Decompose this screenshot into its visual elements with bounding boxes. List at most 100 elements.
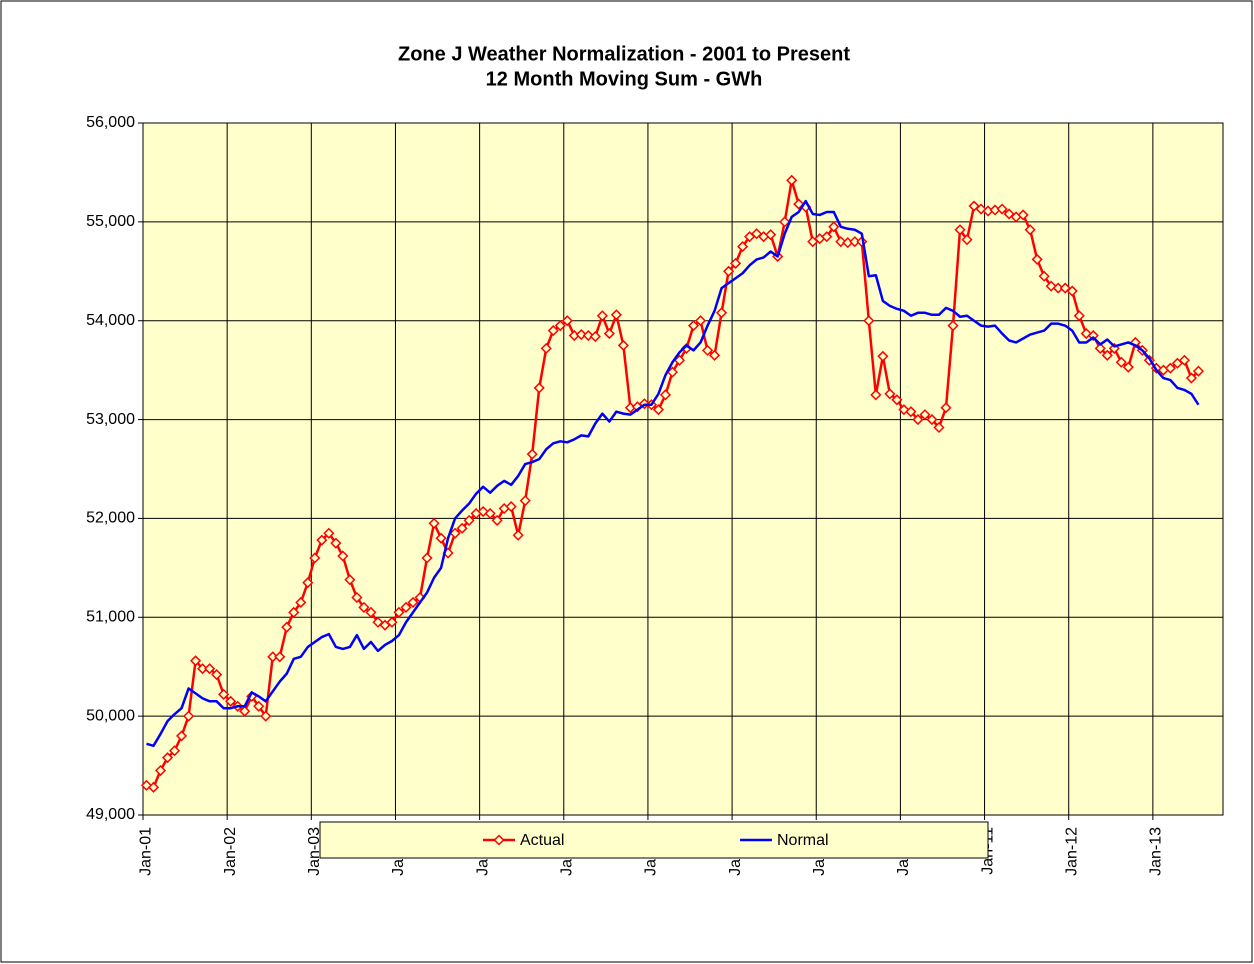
data-marker [1108,342,1120,354]
data-marker [933,421,945,434]
data-marker [1024,224,1036,236]
data-marker [281,621,293,633]
data-marker [456,522,468,534]
data-marker [365,606,377,618]
data-marker [1164,362,1176,374]
data-marker [190,655,202,667]
data-marker [919,409,931,421]
data-marker [547,325,559,337]
data-marker [779,216,791,228]
data-marker [828,221,840,233]
data-marker [1073,310,1085,322]
data-marker [484,507,496,520]
data-marker [687,320,700,332]
data-marker [330,537,342,549]
data-marker [505,501,517,513]
data-marker [386,616,398,628]
data-marker [323,527,335,539]
data-marker [940,402,952,414]
data-marker [1185,372,1198,384]
data-marker [309,552,321,564]
data-marker [1080,328,1092,340]
data-marker [947,320,959,332]
data-marker [344,574,356,586]
data-marker [1066,285,1078,297]
data-marker [302,577,314,589]
data-marker [295,596,307,609]
data-marker [147,781,160,793]
data-marker [204,663,216,675]
data-marker [449,527,461,539]
data-marker [140,779,153,791]
data-marker [421,552,433,564]
data-marker [554,320,566,332]
data-marker [337,550,349,562]
data-marker [905,406,917,418]
data-marker [737,241,749,253]
data-marker [540,342,552,354]
data-marker [1059,282,1071,294]
data-marker [912,414,924,426]
data-marker [316,534,328,546]
data-marker [856,236,868,248]
data-marker [891,394,903,406]
y-tick-label: 52,000 [86,510,135,527]
y-tick-label: 50,000 [86,707,135,724]
x-tick-label: Jan-02 [222,827,239,876]
data-marker [526,448,538,460]
legend-label: Actual [520,832,564,849]
data-marker [926,414,938,426]
data-marker [863,315,875,327]
data-marker [561,315,573,327]
data-marker [1094,342,1106,354]
data-marker [996,203,1008,215]
data-marker [1115,356,1127,368]
data-marker [168,745,181,757]
data-marker [512,529,524,541]
series-line [146,199,1200,748]
y-tick-label: 54,000 [86,312,135,329]
data-marker [582,329,594,342]
data-marker [435,532,447,544]
data-marker [274,651,286,663]
data-marker [730,257,742,269]
data-marker [961,234,973,246]
data-marker [666,366,679,378]
data-marker [589,330,601,343]
data-marker [176,730,188,742]
data-marker [519,495,531,507]
y-tick-label: 53,000 [86,411,135,428]
data-marker [1178,354,1190,366]
x-tick-label: Jan-13 [1148,827,1165,876]
chart-title: Zone J Weather Normalization - 2001 to P… [398,43,850,65]
data-marker [701,344,714,356]
data-marker [253,700,265,712]
data-marker [596,310,608,322]
y-tick-label: 51,000 [86,609,135,626]
data-marker [463,514,475,526]
data-marker [877,350,889,362]
data-marker [694,315,707,327]
data-marker [870,389,882,401]
data-marker [211,669,223,681]
data-marker [477,505,489,518]
data-marker [161,752,174,764]
data-marker [218,688,230,700]
data-marker [765,229,777,241]
data-marker [673,354,686,366]
legend-label: Normal [777,832,829,849]
data-marker [154,764,167,777]
data-marker [288,606,300,618]
legend-marker [493,834,505,846]
data-marker [723,265,735,277]
chart-subtitle: 12 Month Moving Sum - GWh [486,68,763,90]
data-marker [659,389,672,401]
data-marker [575,328,587,341]
data-marker [821,231,833,243]
data-marker [533,382,545,394]
plot-area [142,122,1224,816]
data-marker [239,705,251,717]
x-tick-label: Jan-01 [138,827,155,876]
data-marker [1017,209,1029,221]
data-marker [954,224,966,236]
